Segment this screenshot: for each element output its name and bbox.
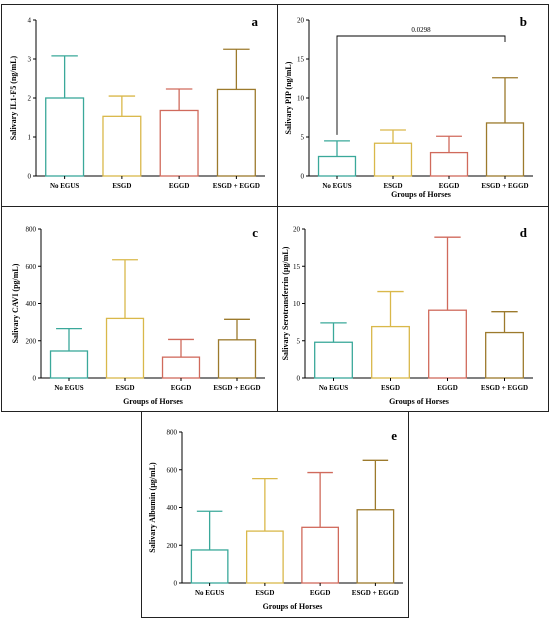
y-tick-label: 15 (297, 56, 305, 64)
x-category-label: ESGD + EGGD (481, 384, 528, 392)
x-category-label: EGGD (439, 182, 460, 190)
y-tick-label: 15 (293, 263, 301, 271)
bar (102, 115, 142, 177)
panel-label: d (520, 225, 528, 240)
bar (301, 526, 340, 584)
x-axis-label: Groups of Horses (391, 190, 451, 199)
bar (45, 97, 85, 177)
y-axis-label: Salivary Albumin (µg/mL) (148, 462, 157, 553)
y-tick-label: 10 (293, 300, 301, 308)
bar (485, 122, 525, 177)
y-tick-label: 4 (28, 17, 32, 25)
bar (216, 88, 256, 177)
y-tick-label: 0 (297, 375, 301, 383)
bar (49, 350, 89, 379)
significance-label: 0.0298 (411, 26, 431, 34)
y-tick-label: 400 (26, 300, 37, 308)
x-category-label: ESGD (255, 589, 274, 597)
bar (159, 109, 199, 177)
x-axis-label: Groups of Horses (263, 602, 323, 611)
y-tick-label: 5 (297, 337, 301, 345)
bar (371, 325, 410, 379)
chart-panel-d: 0 5 10 15 20 No EGUS ESGD EGGD ESGD + EGGD Saliva… (281, 225, 533, 406)
y-tick-label: 400 (167, 504, 178, 512)
y-tick-label: 0 (33, 375, 37, 383)
panel-label: c (252, 225, 258, 240)
panel-label: a (252, 14, 259, 29)
x-category-label: No EGUS (322, 182, 351, 190)
chart-panel-e: 0 200 400 600 800 No EGUS ESGD EGGD ESGD + EGGD S… (148, 428, 403, 611)
y-tick-label: 20 (293, 226, 301, 234)
bar (245, 530, 284, 584)
x-category-label: ESGD (381, 384, 400, 392)
bar (314, 341, 353, 379)
y-tick-label: 200 (26, 337, 37, 345)
y-tick-label: 800 (26, 226, 37, 234)
x-category-label: ESGD + EGGD (352, 589, 399, 597)
panel-label: e (391, 428, 397, 443)
x-category-label: No EGUS (54, 384, 83, 392)
x-category-label: EGGD (437, 384, 458, 392)
panel-divider-top (277, 4, 278, 207)
x-category-label: EGGD (310, 589, 331, 597)
x-category-label: No EGUS (195, 589, 224, 597)
y-tick-label: 0 (174, 580, 178, 588)
bar (161, 356, 201, 379)
x-category-label: EGGD (169, 182, 190, 190)
chart-panel-b: 0 5 10 15 20 No EGUS ESGD EGGD ESGD + EGGD Saliva… (284, 14, 533, 199)
x-category-label: No EGUS (319, 384, 348, 392)
y-tick-label: 3 (28, 56, 32, 64)
y-tick-label: 0 (28, 173, 32, 181)
y-tick-label: 600 (167, 466, 178, 474)
y-tick-label: 0 (301, 173, 305, 181)
panel-label: b (520, 14, 527, 29)
bar (190, 549, 229, 584)
y-tick-label: 20 (297, 17, 305, 25)
x-category-label: ESGD + EGGD (481, 182, 528, 190)
y-axis-label: Salivary Serotransferrin (µg/mL) (281, 246, 290, 360)
x-axis-label: Groups of Horses (123, 397, 183, 406)
y-tick-label: 800 (167, 429, 178, 437)
y-tick-label: 600 (26, 263, 37, 271)
y-axis-label: Salivary CAVI (pg/mL) (11, 263, 20, 343)
bar (485, 331, 524, 379)
bar (105, 317, 145, 379)
y-axis-label: Salivary IL1-F5 (ng/mL) (9, 55, 18, 140)
bar (317, 155, 357, 177)
x-category-label: EGGD (171, 384, 192, 392)
y-tick-label: 2 (28, 95, 32, 103)
x-category-label: No EGUS (50, 182, 79, 190)
bar (429, 151, 469, 177)
x-category-label: ESGD + EGGD (213, 384, 260, 392)
y-tick-label: 1 (28, 134, 32, 142)
x-axis-label: Groups of Horses (389, 397, 449, 406)
bar (373, 142, 413, 177)
y-tick-label: 200 (167, 542, 178, 550)
x-category-label: ESGD (115, 384, 134, 392)
panel-divider-middle (277, 206, 278, 412)
x-category-label: ESGD (383, 182, 402, 190)
bar (428, 309, 467, 379)
x-category-label: ESGD + EGGD (213, 182, 260, 190)
chart-panel-a: 0 1 2 3 4 No EGUS ESGD EGGD ESGD + EGGD Salivary … (9, 14, 265, 190)
y-tick-label: 10 (297, 95, 305, 103)
bar (217, 339, 257, 379)
y-axis-label: Salivary PIP (ng/mL) (284, 61, 293, 134)
x-category-label: ESGD (112, 182, 131, 190)
significance-bracket (336, 35, 506, 135)
y-tick-label: 5 (301, 134, 305, 142)
chart-panel-c: 0 200 400 600 800 No EGUS ESGD EGGD ESGD + EGGD S… (11, 225, 265, 406)
panel-frame-bottom (141, 411, 409, 618)
bar (356, 509, 395, 584)
